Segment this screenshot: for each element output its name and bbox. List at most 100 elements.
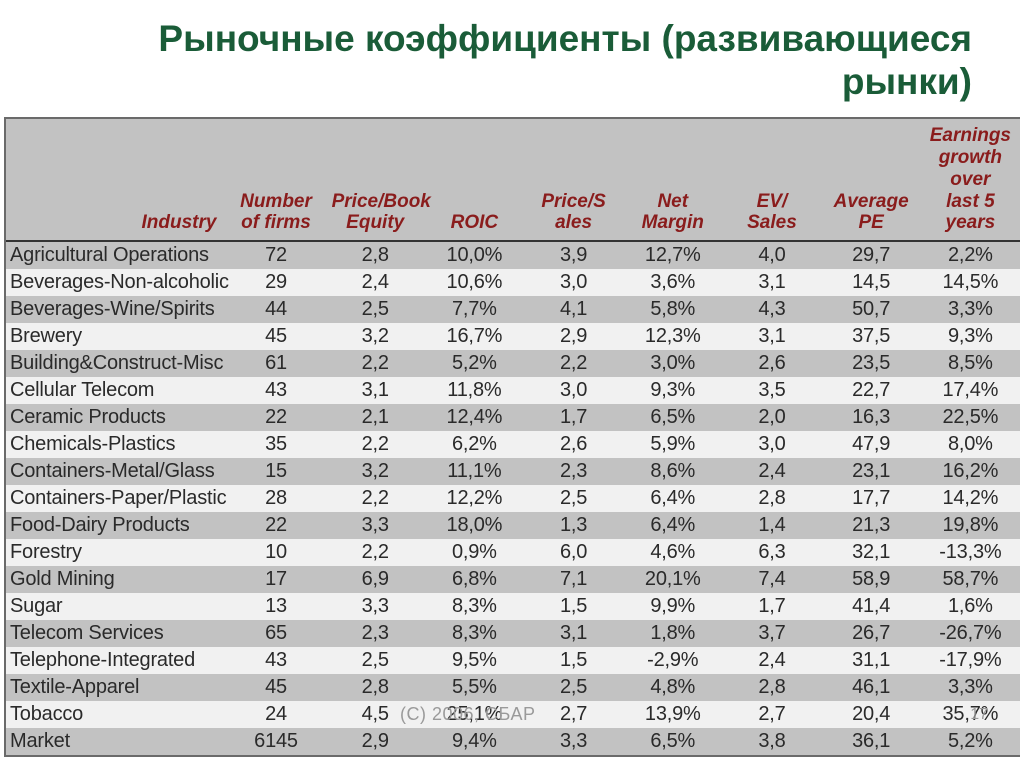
cell-value: 6,4% (623, 485, 722, 512)
cell-industry: Gold Mining (6, 566, 226, 593)
table-row: Gold Mining176,96,8%7,120,1%7,458,958,7% (6, 566, 1020, 593)
cell-value: -13,3% (921, 539, 1020, 566)
cell-value: 23,1 (822, 458, 921, 485)
cell-value: 22,7 (822, 377, 921, 404)
cell-value: 29 (226, 269, 325, 296)
cell-value: 1,4 (722, 512, 821, 539)
cell-industry: Beverages-Wine/Spirits (6, 296, 226, 323)
cell-value: 11,8% (425, 377, 524, 404)
cell-value: 28 (226, 485, 325, 512)
col-header-price-sales: Price/Sales (524, 119, 623, 241)
cell-value: 5,5% (425, 674, 524, 701)
cell-value: 6,9 (326, 566, 425, 593)
cell-value: 17,7 (822, 485, 921, 512)
cell-industry: Sugar (6, 593, 226, 620)
cell-value: 3,0 (524, 377, 623, 404)
table-row: Beverages-Wine/Spirits442,57,7%4,15,8%4,… (6, 296, 1020, 323)
cell-value: 26,7 (822, 620, 921, 647)
cell-value: 10 (226, 539, 325, 566)
cell-value: 2,2 (326, 431, 425, 458)
cell-value: 65 (226, 620, 325, 647)
cell-value: 3,2 (326, 458, 425, 485)
cell-value: 61 (226, 350, 325, 377)
cell-value: 22,5% (921, 404, 1020, 431)
cell-value: 43 (226, 647, 325, 674)
cell-value: 3,1 (524, 620, 623, 647)
table-header-row: Industry Numberof firms Price/BookEquity… (6, 119, 1020, 241)
cell-industry: Containers-Metal/Glass (6, 458, 226, 485)
cell-value: -26,7% (921, 620, 1020, 647)
cell-value: 2,5 (524, 674, 623, 701)
cell-value: 35,7% (921, 701, 1020, 728)
cell-value: 9,4% (425, 728, 524, 755)
cell-value: 45 (226, 323, 325, 350)
cell-industry: Forestry (6, 539, 226, 566)
table-row: Chemicals-Plastics352,26,2%2,65,9%3,047,… (6, 431, 1020, 458)
cell-industry: Agricultural Operations (6, 241, 226, 269)
cell-value: 2,8 (722, 674, 821, 701)
cell-value: 17 (226, 566, 325, 593)
cell-value: 5,2% (921, 728, 1020, 755)
cell-value: 37,5 (822, 323, 921, 350)
cell-value: 17,4% (921, 377, 1020, 404)
table-header: Industry Numberof firms Price/BookEquity… (6, 119, 1020, 241)
cell-value: 45 (226, 674, 325, 701)
table-body: Agricultural Operations722,810,0%3,912,7… (6, 241, 1020, 755)
table-row: Building&Construct-Misc612,25,2%2,23,0%2… (6, 350, 1020, 377)
cell-value: 3,1 (722, 269, 821, 296)
cell-value: 6,3 (722, 539, 821, 566)
cell-value: 2,5 (326, 647, 425, 674)
cell-value: 3,2 (326, 323, 425, 350)
table-row: Textile-Apparel452,85,5%2,54,8%2,846,13,… (6, 674, 1020, 701)
cell-industry: Textile-Apparel (6, 674, 226, 701)
cell-value: -2,9% (623, 647, 722, 674)
cell-value: 4,8% (623, 674, 722, 701)
cell-industry: Tobacco (6, 701, 226, 728)
cell-value: 13,9% (623, 701, 722, 728)
cell-value: 8,3% (425, 620, 524, 647)
cell-value: 2,9 (524, 323, 623, 350)
table-row: Brewery453,216,7%2,912,3%3,137,59,3% (6, 323, 1020, 350)
cell-value: 8,3% (425, 593, 524, 620)
cell-value: 20,4 (822, 701, 921, 728)
slide: Рыночные коэффициенты (развивающиеся рын… (0, 0, 1024, 768)
cell-value: 6,2% (425, 431, 524, 458)
cell-value: 10,0% (425, 241, 524, 269)
cell-value: 8,5% (921, 350, 1020, 377)
cell-industry: Containers-Paper/Plastic (6, 485, 226, 512)
cell-value: 5,2% (425, 350, 524, 377)
cell-value: 2,8 (722, 485, 821, 512)
cell-value: 10,6% (425, 269, 524, 296)
cell-value: 2,3 (524, 458, 623, 485)
cell-value: 1,6% (921, 593, 1020, 620)
cell-value: 4,1 (524, 296, 623, 323)
cell-value: 1,7 (722, 593, 821, 620)
cell-value: 2,4 (722, 647, 821, 674)
cell-value: 3,8 (722, 728, 821, 755)
col-header-earnings-growth: Earningsgrowth overlast 5 years (921, 119, 1020, 241)
cell-value: 35 (226, 431, 325, 458)
table-row: Tobacco244,525,1%2,713,9%2,720,435,7% (6, 701, 1020, 728)
cell-value: 2,6 (524, 431, 623, 458)
cell-value: 5,9% (623, 431, 722, 458)
cell-value: 2,4 (722, 458, 821, 485)
cell-value: 2,4 (326, 269, 425, 296)
table-row: Ceramic Products222,112,4%1,76,5%2,016,3… (6, 404, 1020, 431)
table-row: Sugar133,38,3%1,59,9%1,741,41,6% (6, 593, 1020, 620)
col-header-ev-sales: EV/Sales (722, 119, 821, 241)
cell-value: 2,3 (326, 620, 425, 647)
cell-value: 2,7 (524, 701, 623, 728)
cell-value: 3,7 (722, 620, 821, 647)
cell-value: 2,2 (326, 350, 425, 377)
cell-value: 14,2% (921, 485, 1020, 512)
cell-value: 9,3% (921, 323, 1020, 350)
cell-value: 1,5 (524, 647, 623, 674)
cell-industry: Chemicals-Plastics (6, 431, 226, 458)
col-header-price-book-equity: Price/BookEquity (326, 119, 425, 241)
cell-value: 3,0 (524, 269, 623, 296)
cell-value: 72 (226, 241, 325, 269)
cell-value: 29,7 (822, 241, 921, 269)
cell-value: 2,8 (326, 241, 425, 269)
cell-value: 2,2 (326, 485, 425, 512)
cell-value: 9,5% (425, 647, 524, 674)
